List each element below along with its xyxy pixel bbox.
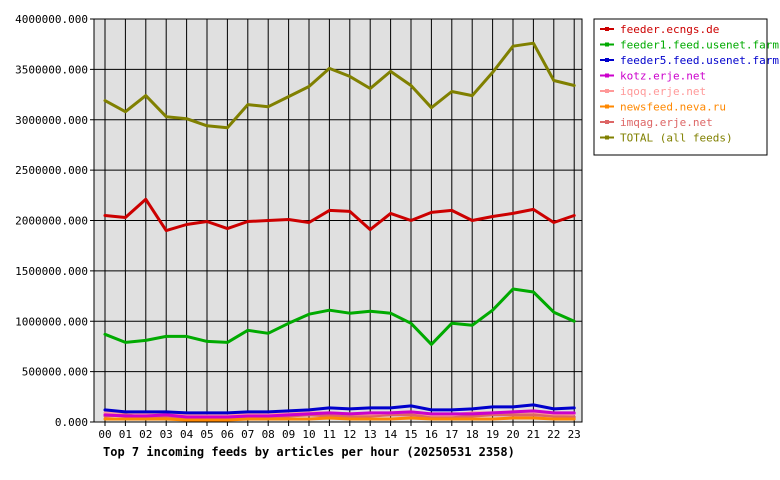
series-line-2 (103, 403, 576, 415)
y-tick-label: 3000000.000 (15, 114, 88, 127)
y-tick-label: 2000000.000 (15, 215, 88, 228)
y-tick-label: 500000.000 (22, 366, 88, 379)
legend-label: feeder1.feed.usenet.farm (620, 39, 779, 52)
x-tick-label: 17 (445, 428, 458, 441)
legend-label: imqag.erje.net (620, 116, 713, 129)
series-line-7 (103, 41, 576, 130)
x-tick-label: 13 (364, 428, 377, 441)
x-tick-label: 06 (221, 428, 234, 441)
legend-label: TOTAL (all feeds) (620, 132, 733, 145)
x-tick-label: 16 (425, 428, 438, 441)
legend-marker (605, 42, 609, 47)
y-tick-label: 1500000.000 (15, 265, 88, 278)
x-tick-label: 15 (404, 428, 417, 441)
x-tick-label: 00 (98, 428, 111, 441)
legend-label: newsfeed.neva.ru (620, 101, 726, 114)
legend-marker (605, 89, 609, 93)
y-axis: 0.000 500000.000 1000000.000 1500000.000 200… (15, 13, 94, 429)
x-tick-label: 12 (343, 428, 356, 441)
series-line-0 (103, 197, 576, 233)
x-tick-label: 14 (384, 428, 398, 441)
x-tick-label: 01 (119, 428, 132, 441)
legend-marker (605, 104, 609, 109)
y-tick-label: 3500000.000 (15, 63, 88, 76)
x-tick-label: 22 (547, 428, 560, 441)
y-tick-label: 4000000.000 (15, 13, 88, 26)
x-tick-label: 09 (282, 428, 295, 441)
x-tick-label: 10 (302, 428, 315, 441)
x-tick-label: 08 (262, 428, 275, 441)
legend-marker (605, 73, 609, 78)
x-tick-label: 23 (568, 428, 581, 441)
x-axis: 00 01 02 03 04 05 06 07 08 09 10 11 12 13 14 15 16 17 18 19… (98, 422, 581, 441)
series-line-3 (103, 409, 576, 419)
legend-label: kotz.erje.net (620, 70, 706, 83)
x-tick-label: 11 (323, 428, 336, 441)
x-tick-label: 07 (241, 428, 254, 441)
y-tick-label: 1000000.000 (15, 315, 88, 328)
series-line-5 (103, 416, 576, 422)
legend-label: feeder5.feed.usenet.farm (620, 54, 779, 67)
legend-marker (605, 27, 609, 31)
chart-title: Top 7 incoming feeds by articles per hou… (103, 445, 515, 459)
legend: feeder.ecngs.de feeder1.feed.usenet.farm f… (593, 18, 779, 156)
x-tick-label: 20 (506, 428, 519, 441)
y-tick-label: 0.000 (55, 416, 88, 429)
legend-marker (605, 135, 609, 140)
x-tick-label: 02 (139, 428, 152, 441)
x-tick-label: 03 (160, 428, 173, 441)
legend-marker (605, 58, 609, 62)
x-tick-label: 21 (527, 428, 540, 441)
legend-marker (605, 120, 609, 124)
x-tick-label: 18 (466, 428, 479, 441)
series-lines (103, 41, 576, 422)
x-tick-label: 04 (180, 428, 194, 441)
x-tick-label: 19 (486, 428, 499, 441)
x-tick-label: 05 (200, 428, 213, 441)
legend-label: feeder.ecngs.de (620, 23, 719, 36)
legend-label: iqoq.erje.net (620, 85, 706, 98)
series-line-1 (103, 287, 576, 346)
legend-box (593, 18, 768, 156)
y-tick-label: 2500000.000 (15, 164, 88, 177)
